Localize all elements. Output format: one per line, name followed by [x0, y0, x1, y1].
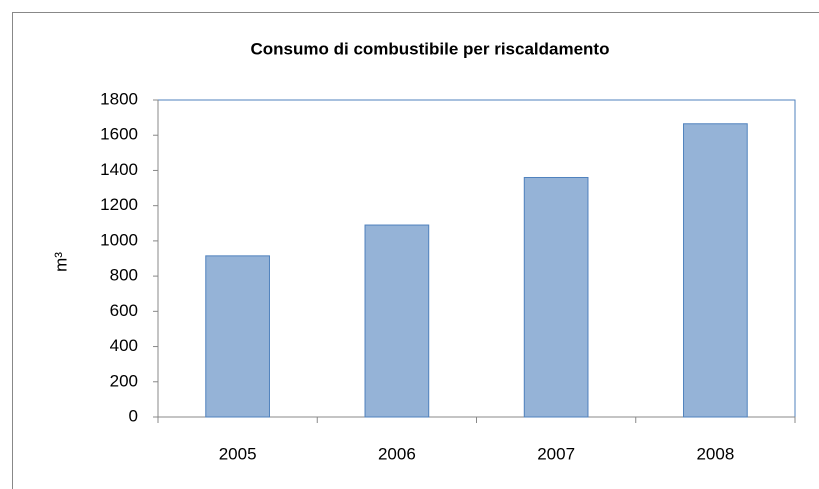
chart-title: Consumo di combustibile per riscaldament… — [251, 39, 610, 58]
x-tick-label: 2005 — [219, 444, 257, 463]
bar — [523, 176, 589, 418]
y-tick-label: 400 — [110, 336, 138, 355]
y-tick-label: 0 — [129, 406, 138, 425]
y-tick-label: 200 — [110, 371, 138, 390]
x-tick-label: 2007 — [537, 444, 575, 463]
y-tick-label: 800 — [110, 266, 138, 285]
bar — [205, 255, 270, 418]
bar — [364, 224, 430, 418]
y-tick-label: 1200 — [100, 195, 138, 214]
y-tick-label: 600 — [110, 301, 138, 320]
y-tick-label: 1000 — [100, 230, 138, 249]
y-tick-label: 1400 — [100, 160, 138, 179]
y-tick-label: 1800 — [100, 89, 138, 108]
x-tick-label: 2008 — [696, 444, 734, 463]
y-axis-label: m³ — [51, 252, 70, 272]
x-tick-label: 2006 — [378, 444, 416, 463]
y-tick-label: 1600 — [100, 125, 138, 144]
bar — [683, 123, 748, 418]
